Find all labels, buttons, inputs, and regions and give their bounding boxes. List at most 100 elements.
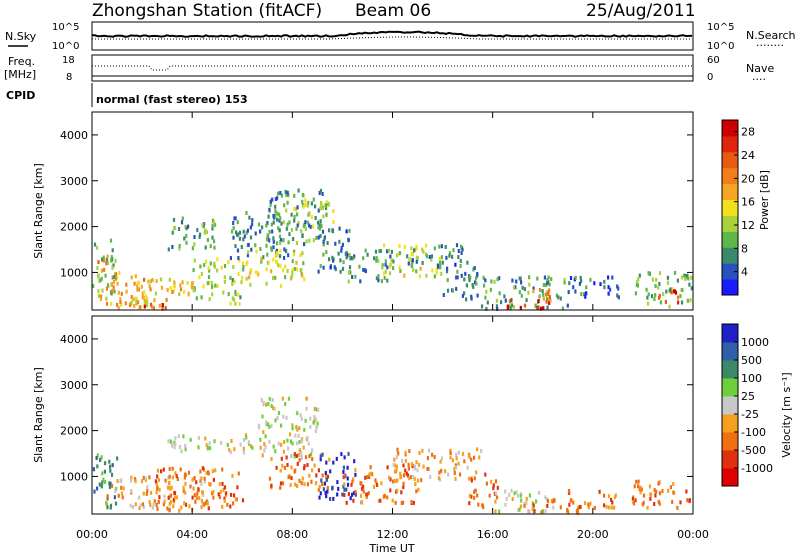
data-cell — [317, 208, 320, 213]
data-cell — [261, 225, 264, 230]
data-cell — [510, 488, 513, 493]
data-cell — [331, 255, 334, 260]
data-cell — [303, 482, 306, 487]
data-cell — [247, 242, 250, 247]
data-cell — [328, 457, 331, 462]
data-cell — [233, 447, 236, 452]
data-cell — [687, 276, 690, 281]
data-cell — [425, 273, 428, 278]
data-cell — [364, 475, 367, 480]
data-cell — [352, 491, 356, 496]
data-cell — [321, 452, 324, 457]
data-cell — [332, 496, 335, 501]
data-cell — [286, 200, 289, 205]
data-cell — [239, 295, 242, 300]
data-cell — [282, 414, 285, 419]
data-cell — [322, 487, 325, 492]
data-cell — [379, 498, 382, 503]
data-cell — [191, 246, 194, 251]
data-cell — [460, 251, 463, 255]
data-cell — [578, 281, 581, 286]
data-cell — [289, 483, 292, 488]
data-cell — [326, 241, 329, 245]
cpid-value: normal (fast stereo) 153 — [96, 93, 248, 106]
colorbar-tick-label: 25 — [741, 390, 755, 403]
nave-right-tick-bottom: 0 — [707, 72, 713, 83]
colorbar-cell — [722, 167, 738, 185]
data-cell — [199, 264, 202, 269]
data-cell — [329, 265, 332, 270]
data-cell — [336, 492, 339, 497]
data-cell — [585, 285, 588, 290]
colorbar-frame — [721, 119, 739, 296]
data-cell — [546, 499, 549, 504]
data-cell — [354, 472, 357, 477]
data-cell — [384, 262, 387, 267]
data-cell — [366, 252, 369, 257]
data-cell — [230, 439, 233, 443]
data-cell — [664, 299, 667, 304]
data-cell — [170, 499, 173, 504]
data-cell — [93, 489, 96, 494]
data-cell — [293, 452, 296, 457]
data-cell — [395, 455, 398, 460]
data-cell — [578, 504, 581, 509]
data-cell — [143, 304, 146, 309]
data-cell — [375, 258, 378, 263]
data-cell — [397, 451, 400, 456]
data-cell — [116, 479, 119, 484]
data-cell — [456, 269, 459, 274]
data-cell — [313, 415, 316, 419]
data-cell — [639, 485, 642, 490]
data-cell — [260, 259, 263, 264]
data-cell — [306, 463, 309, 467]
data-cell — [295, 425, 298, 429]
data-cell — [340, 245, 343, 250]
data-cell — [281, 481, 285, 486]
data-cell — [310, 215, 313, 220]
data-cell — [528, 509, 531, 514]
data-cell — [220, 265, 223, 270]
data-cell — [540, 510, 543, 515]
data-cell — [291, 270, 294, 275]
data-cell — [421, 261, 424, 265]
data-cell — [468, 476, 471, 481]
data-cell — [287, 446, 290, 451]
data-cell — [567, 290, 570, 295]
data-cell — [207, 506, 210, 511]
data-cell — [657, 499, 660, 504]
data-cell — [346, 482, 350, 487]
data-cell — [214, 468, 217, 473]
data-cell — [349, 256, 352, 261]
data-cell — [96, 453, 99, 458]
data-cell — [308, 454, 311, 459]
noise-sky-label: N.Sky — [5, 30, 37, 43]
data-cell — [534, 303, 537, 308]
data-cell — [205, 230, 208, 235]
data-cell — [307, 200, 310, 205]
colorbar-cell — [722, 378, 738, 397]
data-cell — [170, 443, 174, 448]
data-cell — [332, 220, 335, 224]
data-cell — [544, 292, 548, 297]
data-cell — [633, 484, 636, 489]
data-cell — [148, 500, 151, 505]
data-cell — [208, 481, 211, 486]
data-cell — [638, 273, 641, 278]
data-cell — [105, 261, 108, 266]
data-cell — [645, 287, 648, 292]
data-cell — [203, 230, 206, 235]
data-cell — [218, 495, 221, 500]
data-cell — [544, 495, 547, 500]
data-cell — [468, 493, 471, 498]
data-cell — [339, 269, 342, 274]
data-cell — [259, 445, 262, 450]
data-cell — [229, 301, 232, 306]
data-cell — [515, 490, 518, 495]
data-cell — [345, 229, 348, 234]
data-cell — [493, 279, 496, 284]
data-cell — [158, 487, 161, 492]
data-cell — [278, 218, 281, 223]
data-cell — [362, 489, 365, 494]
